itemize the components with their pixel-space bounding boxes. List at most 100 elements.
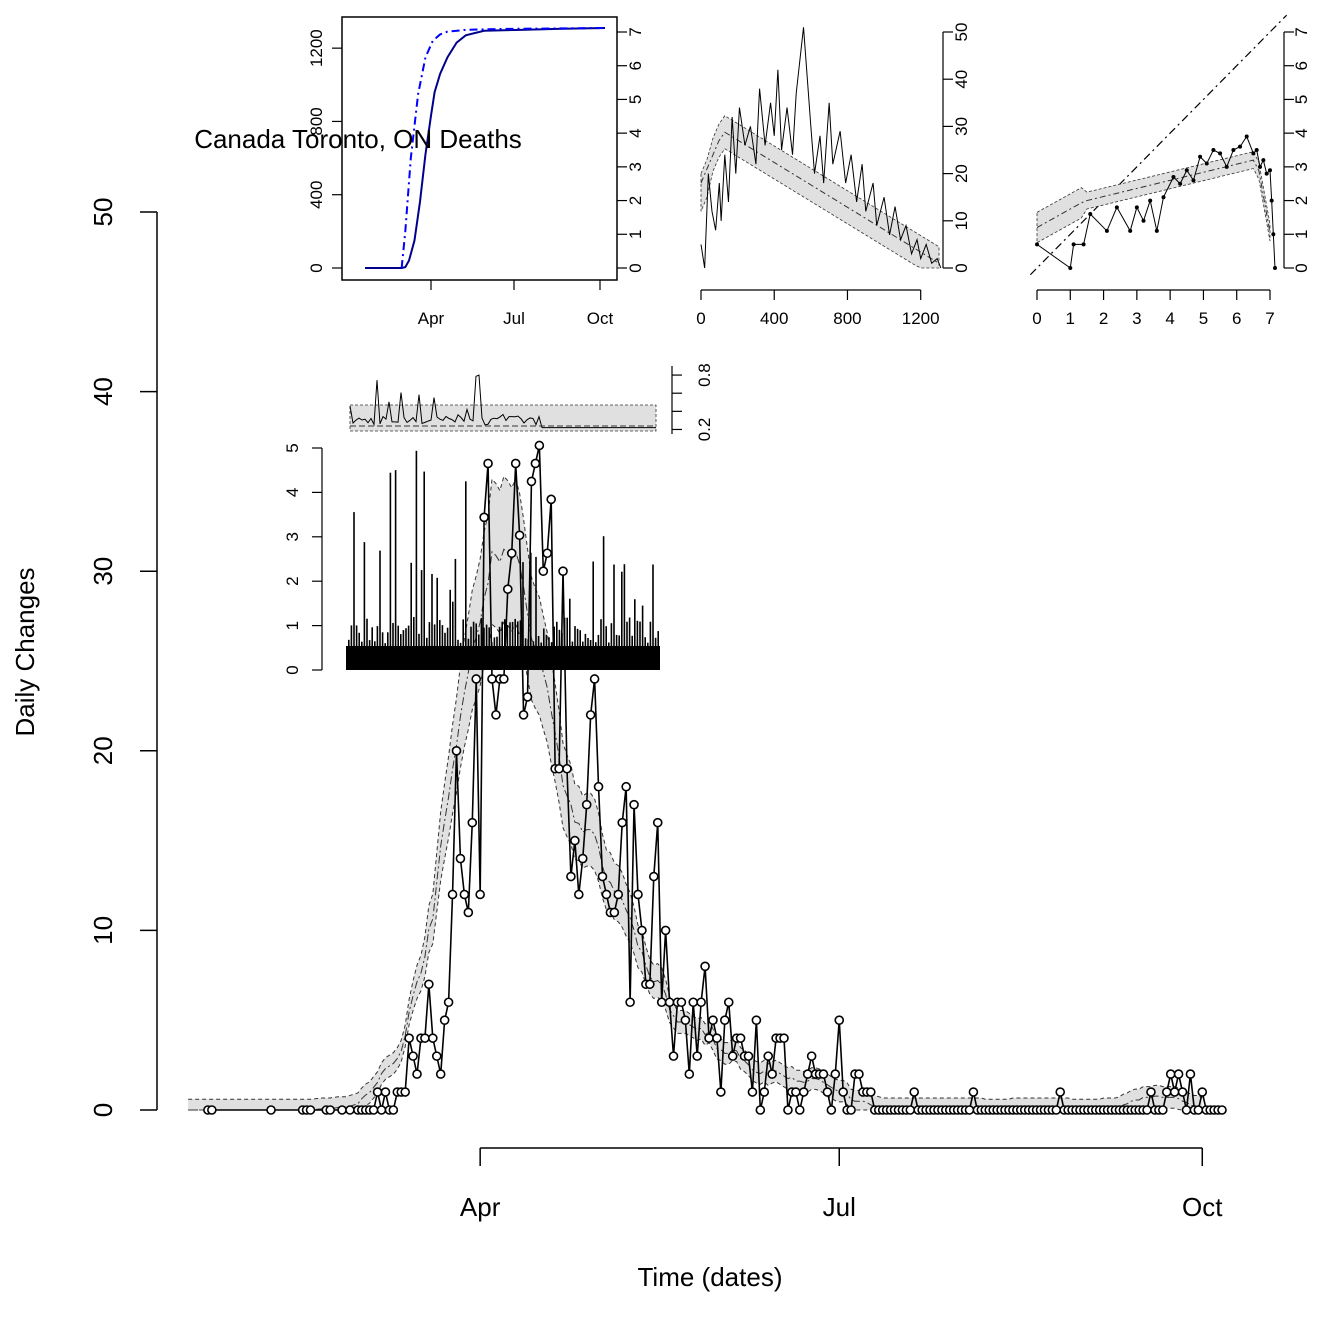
data-point <box>866 1087 876 1097</box>
bar <box>509 622 511 670</box>
data-point <box>305 1105 316 1115</box>
y-tick-label: 50 <box>88 198 118 227</box>
log-point <box>1198 154 1203 159</box>
data-point <box>905 1105 916 1115</box>
data-point <box>408 1051 418 1061</box>
data-point <box>617 817 628 828</box>
data-point <box>585 710 596 720</box>
bar <box>397 625 399 670</box>
y2-tick-label: 1 <box>626 230 645 239</box>
bar <box>480 617 483 670</box>
bar <box>537 636 540 670</box>
bar <box>504 619 506 670</box>
data-point <box>621 781 631 792</box>
x-tick-label: Jul <box>503 309 525 328</box>
data-point <box>554 763 564 774</box>
data-point <box>372 1087 383 1097</box>
y2-tick-label: 2 <box>626 196 645 205</box>
inset-ratio-chart: 0.2 0.8 <box>349 363 714 441</box>
phase-center-line <box>700 131 940 264</box>
y-tick-label: 20 <box>88 736 118 765</box>
data-point <box>755 1105 766 1115</box>
band-fill <box>188 476 1203 1110</box>
bar <box>400 634 402 670</box>
data-point <box>802 1069 813 1079</box>
y2-tick-label: 6 <box>626 61 645 70</box>
bar <box>605 626 607 670</box>
data-point <box>664 997 675 1008</box>
data-point <box>964 1105 975 1115</box>
log-point <box>1191 178 1196 183</box>
bar <box>402 630 405 670</box>
bar <box>350 625 353 670</box>
bar <box>415 450 418 670</box>
bar <box>553 626 555 670</box>
data-point <box>704 1033 714 1043</box>
bar <box>600 619 602 670</box>
data-point <box>345 1105 355 1115</box>
log-point <box>1268 168 1272 173</box>
log-point <box>1114 205 1119 210</box>
bar <box>654 637 657 670</box>
bar <box>459 642 462 670</box>
bar <box>610 623 613 670</box>
log-point <box>1148 198 1153 203</box>
x-tick-label: 3 <box>1132 309 1141 328</box>
y2-tick-label: 0.8 <box>695 363 714 387</box>
bar <box>431 574 433 670</box>
data-point <box>854 1069 864 1079</box>
bar <box>366 618 368 670</box>
bar <box>657 631 659 670</box>
data-point <box>325 1105 336 1115</box>
bar <box>522 562 524 670</box>
y2-tick-label: 7 <box>1292 27 1311 36</box>
bar <box>405 628 407 670</box>
data-point <box>846 1105 856 1115</box>
data-point <box>818 1069 829 1079</box>
data-point <box>830 1069 841 1079</box>
bar <box>615 634 618 670</box>
bar <box>454 558 457 670</box>
daily-deaths-series <box>203 440 1227 1115</box>
bar <box>457 639 459 670</box>
bar <box>579 630 581 670</box>
y2-tick-label: 20 <box>952 164 971 183</box>
x-tick-label: Oct <box>1182 1192 1223 1222</box>
data-point <box>475 889 485 900</box>
y2-tick-label: 0 <box>626 263 645 272</box>
y-tick-label: 10 <box>88 916 118 945</box>
data-point <box>1173 1069 1184 1079</box>
bar <box>636 620 639 670</box>
bar <box>532 641 535 670</box>
data-point <box>720 1015 730 1026</box>
data-point <box>514 530 525 541</box>
data-point <box>1165 1069 1176 1079</box>
data-point <box>633 889 643 900</box>
y2-tick-label: 5 <box>626 95 645 104</box>
y2-tick-label: 2 <box>1292 196 1311 205</box>
y-tick-label: 4 <box>283 488 302 497</box>
bar <box>527 639 529 670</box>
y2-tick-label: 6 <box>1292 61 1311 70</box>
inset-frame <box>341 16 618 281</box>
log-point <box>1161 195 1166 200</box>
x-tick-label: 800 <box>833 309 861 328</box>
x-tick-label: 2 <box>1099 309 1108 328</box>
bar <box>628 617 631 670</box>
bar <box>519 620 522 670</box>
y2-tick-label: 5 <box>1292 95 1311 104</box>
data-point <box>542 548 553 559</box>
bar <box>493 637 496 670</box>
y-tick-label: 800 <box>307 107 326 135</box>
bar <box>602 536 605 670</box>
data-point <box>400 1087 410 1097</box>
y2-tick-label: 4 <box>626 128 645 137</box>
data-point <box>570 835 580 846</box>
inset-log-chart: 0 1 2 3 4 5 6 7 0 1 2 3 4 5 6 7 <box>1029 14 1311 328</box>
x-tick-label: Jul <box>823 1192 856 1222</box>
log-point <box>1081 242 1086 247</box>
bar <box>363 542 366 670</box>
log-point <box>1141 218 1146 223</box>
